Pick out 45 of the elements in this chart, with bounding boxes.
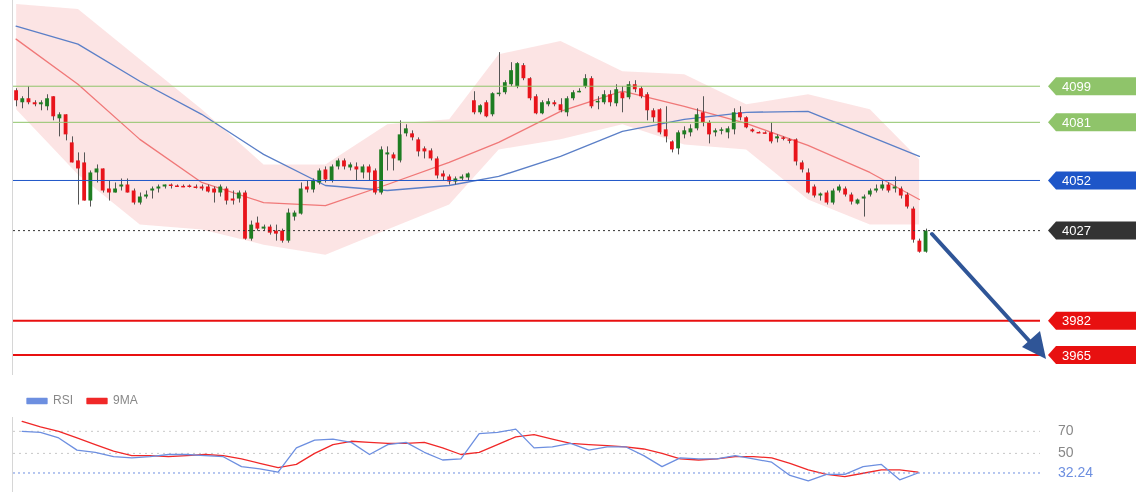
candlestick <box>63 113 68 141</box>
ref-line-label: 32.24 <box>1058 463 1094 480</box>
candlestick <box>527 76 532 101</box>
candlestick <box>707 119 711 144</box>
y-tick-label: 3965 <box>1062 347 1091 363</box>
candlestick <box>69 135 74 163</box>
candlestick <box>57 111 62 137</box>
candlestick <box>76 151 80 206</box>
candlestick <box>329 163 334 183</box>
candlestick <box>106 179 111 202</box>
candlestick <box>509 61 513 87</box>
candlestick <box>768 121 773 144</box>
candlestick <box>14 87 19 107</box>
candlestick <box>354 161 359 181</box>
candlestick <box>100 167 105 194</box>
candlestick <box>564 95 569 117</box>
candlestick <box>515 61 520 89</box>
candlestick <box>150 186 155 200</box>
y-tick-label: 4099 <box>1062 78 1091 94</box>
candlestick <box>676 129 680 155</box>
candlestick <box>620 85 625 113</box>
candlestick <box>614 83 619 107</box>
candlestick <box>700 95 705 127</box>
candlestick <box>416 136 421 157</box>
y-tick-label: 4081 <box>1062 114 1091 130</box>
y-tick-label: 50 <box>1058 444 1074 461</box>
candlestick <box>663 105 668 143</box>
candlestick <box>731 107 736 135</box>
y-tick-label: 4052 <box>1062 173 1091 189</box>
candlestick <box>861 194 866 218</box>
candlestick <box>806 167 810 195</box>
candlestick <box>51 95 56 121</box>
candlestick <box>533 93 538 115</box>
candlestick <box>645 91 650 121</box>
candlestick <box>373 167 377 196</box>
y-tick-label: 4027 <box>1062 223 1091 239</box>
candlestick <box>434 155 439 179</box>
y-tick-label: 3982 <box>1062 313 1091 329</box>
y-tick-label: 70 <box>1058 422 1074 439</box>
candlestick <box>472 90 476 115</box>
candlestick <box>249 220 254 242</box>
candlestick <box>793 137 798 166</box>
legend-label: 9MA <box>113 393 138 408</box>
legend-label: RSI <box>53 393 74 408</box>
candlestick <box>385 145 390 171</box>
